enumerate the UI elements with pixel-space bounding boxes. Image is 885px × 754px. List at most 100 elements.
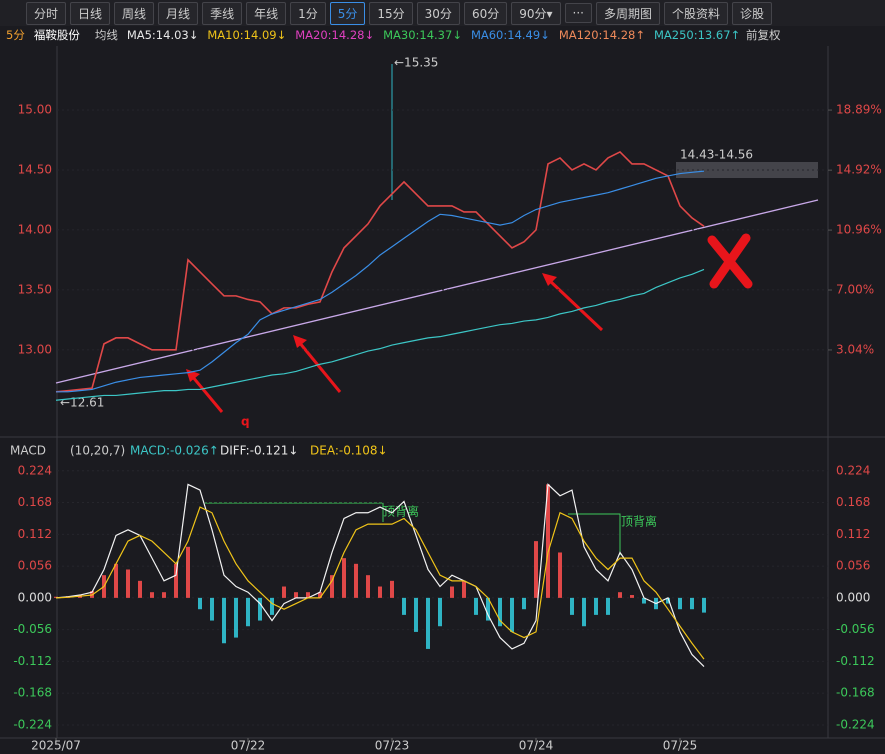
macd-bar	[534, 541, 538, 598]
y-tick-label: 0.000	[18, 590, 52, 604]
x-tick-label: 07/23	[375, 739, 410, 753]
y-tick-label: -0.168	[13, 686, 52, 700]
macd-bar	[234, 597, 238, 638]
y2-tick-label: 7.00%	[836, 283, 874, 297]
ma-value: MA250:13.67↑	[653, 28, 741, 42]
y2-tick-label: 14.92%	[836, 163, 882, 177]
macd-bar	[666, 597, 670, 604]
range-label: 14.43-14.56	[680, 148, 753, 162]
divergence-label: 顶背离	[621, 514, 657, 529]
macd-bar	[594, 597, 598, 615]
macd-bar	[498, 597, 502, 627]
period: 5分	[6, 28, 25, 42]
macd-bar	[570, 597, 574, 615]
divergence-label: 顶背离	[383, 504, 419, 519]
info-bar: 5分 福鞍股份 均线 MA5:14.03↓ MA10:14.09↓ MA20:14.…	[0, 26, 885, 44]
macd-bar	[630, 595, 634, 598]
y-tick-label: 13.50	[18, 282, 52, 296]
price-line	[55, 150, 705, 393]
toolbar-button[interactable]: ···	[564, 3, 592, 23]
toolbar-button[interactable]: 5分	[329, 1, 366, 25]
macd-bar	[702, 597, 706, 613]
ma-value: MA60:14.49↓	[470, 28, 550, 42]
toolbar-button[interactable]: 1分	[290, 1, 326, 25]
y-tick-label-right: -0.112	[836, 654, 875, 668]
macd-bar	[618, 592, 622, 598]
series-line	[55, 506, 705, 660]
macd-bar	[150, 592, 154, 598]
macd-bar	[270, 597, 274, 615]
y-tick-label-right: 0.000	[836, 590, 870, 604]
x-tick-label: 07/22	[231, 739, 266, 753]
macd-bar	[486, 597, 490, 621]
y-tick-label: 14.50	[18, 162, 52, 176]
y-tick-label-right: -0.056	[836, 622, 875, 636]
y-tick-label-right: 0.056	[836, 559, 870, 573]
macd-bar	[678, 597, 682, 610]
y-tick-label: -0.224	[13, 717, 52, 731]
macd-bar	[378, 586, 382, 598]
mark-q: q	[241, 415, 250, 429]
y2-tick-label: 10.96%	[836, 223, 882, 237]
arrows	[186, 273, 604, 413]
series-line	[55, 483, 705, 667]
y-tick-label-right: 0.168	[836, 495, 870, 509]
toolbar-button[interactable]: 诊股	[732, 1, 773, 25]
macd-bar	[642, 597, 646, 604]
toolbar: 分时 日线 周线 月线 季线 年线 1分 5分 15分 30分 60分 90分▾ ··· 多周期图 个股资料…	[0, 0, 885, 26]
macd-bar	[246, 597, 250, 627]
ma-value: MA30:14.37↓	[383, 28, 462, 42]
macd-bar	[402, 597, 406, 615]
high-label: ←15.35	[394, 56, 438, 70]
toolbar-button[interactable]: 15分	[369, 1, 413, 25]
toolbar-button[interactable]: 多周期图	[595, 1, 660, 25]
macd-bar	[294, 592, 298, 598]
toolbar-button[interactable]: 日线	[70, 1, 111, 25]
ma-value: MA5:14.03↓	[126, 28, 199, 42]
series-line	[55, 268, 705, 401]
macd-bar	[522, 597, 526, 610]
macd-bar	[306, 592, 310, 598]
macd-bar	[546, 484, 550, 598]
macd-value: MACD:-0.026↑	[130, 444, 219, 458]
macd-bar	[222, 597, 226, 644]
toolbar-button[interactable]: 季线	[202, 1, 243, 25]
macd-bar	[366, 575, 370, 598]
macd-bar	[138, 580, 142, 598]
y-tick-label-right: 0.224	[836, 463, 870, 477]
macd-bar	[582, 597, 586, 627]
y-tick-label: 0.056	[18, 559, 52, 573]
series-line	[56, 170, 705, 393]
cross-mark	[707, 233, 753, 289]
macd-bar	[162, 592, 166, 598]
y-tick-label: 0.224	[18, 463, 52, 477]
toolbar-button[interactable]: 年线	[246, 1, 287, 25]
toolbar-button[interactable]: 分时	[26, 1, 67, 25]
macd-bar	[186, 546, 190, 598]
ma-label: 均线	[94, 28, 118, 42]
toolbar-button[interactable]: 30分	[416, 1, 460, 25]
macd-name[interactable]: MACD	[10, 444, 46, 458]
macd-bar	[462, 580, 466, 598]
adjust[interactable]: 前复权	[746, 28, 781, 42]
toolbar-button[interactable]: 月线	[158, 1, 199, 25]
toolbar-button[interactable]: 60分	[463, 1, 508, 25]
macd-bar	[690, 597, 694, 610]
macd-bar	[474, 597, 478, 615]
macd-bar	[210, 597, 214, 621]
macd-bar	[282, 586, 286, 598]
toolbar-button[interactable]: 周线	[114, 1, 155, 25]
toolbar-button[interactable]: 个股资料	[663, 1, 728, 25]
ma-value: MA10:14.09↓	[207, 28, 287, 42]
trend-line	[55, 199, 819, 384]
x-tick-label: 07/24	[519, 739, 554, 753]
toolbar-button[interactable]: 90分▾	[511, 1, 561, 25]
x-tick-label: 07/25	[663, 739, 698, 753]
macd-bar	[198, 597, 202, 610]
macd-bar	[450, 586, 454, 598]
stock-name[interactable]: 福鞍股份	[33, 28, 80, 42]
macd-bar	[390, 580, 394, 598]
macd-params: (10,20,7)	[70, 444, 125, 458]
